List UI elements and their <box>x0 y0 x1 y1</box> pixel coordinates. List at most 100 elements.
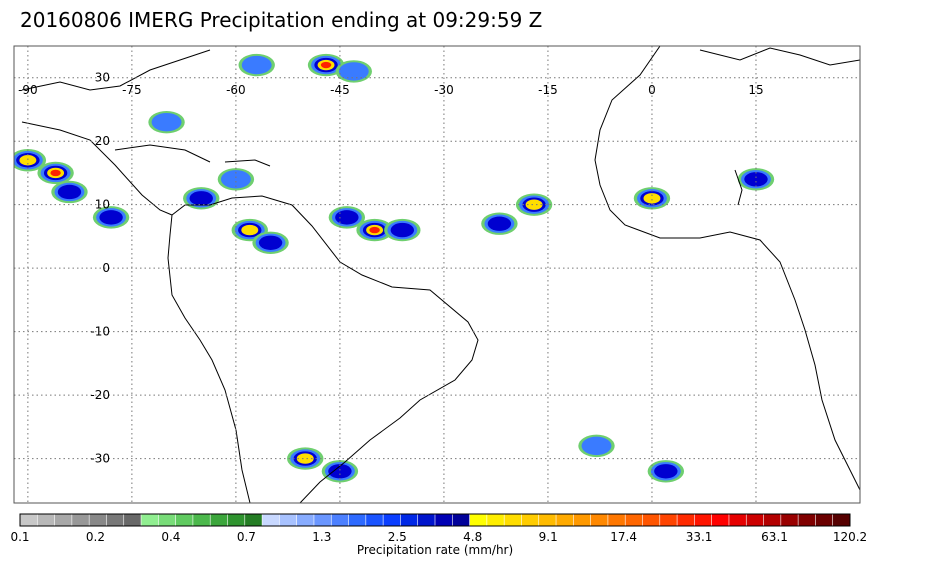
colorbar-swatch <box>19 513 39 527</box>
longitude-label: 0 <box>648 83 656 97</box>
colorbar-tick-label: 17.4 <box>610 530 637 544</box>
colorbar-swatch <box>573 513 592 527</box>
colorbar-tick-label: 63.1 <box>761 530 788 544</box>
colorbar-swatch <box>711 513 730 527</box>
precipitation-cell <box>241 55 272 75</box>
longitude-label: -90 <box>18 83 38 97</box>
latitude-label: 20 <box>95 134 110 148</box>
colorbar-swatch <box>607 513 627 527</box>
colorbar-tick-label: 120.2 <box>833 530 867 544</box>
longitude-label: -75 <box>122 83 142 97</box>
colorbar-swatch <box>555 513 575 527</box>
coastline-gulf <box>21 49 211 91</box>
longitude-label: 15 <box>748 83 763 97</box>
colorbar-swatch <box>192 513 212 527</box>
colorbar-swatch <box>521 513 540 527</box>
colorbar-swatch <box>158 513 177 527</box>
colorbar-swatch <box>694 513 713 527</box>
colorbar-swatch <box>244 513 263 527</box>
colorbar-swatch <box>590 513 609 527</box>
colorbar-swatch <box>815 513 834 527</box>
colorbar-swatch <box>175 513 194 527</box>
colorbar-swatch <box>797 513 817 527</box>
precipitation-cell <box>335 210 359 225</box>
precipitation-cell <box>57 184 82 200</box>
colorbar-swatch <box>261 513 281 527</box>
colorbar-swatches <box>19 513 851 527</box>
colorbar-swatch <box>503 513 523 527</box>
colorbar-swatch <box>745 513 765 527</box>
precipitation-cell <box>296 453 314 464</box>
colorbar-swatch <box>330 513 350 527</box>
longitude-label: -30 <box>434 83 454 97</box>
colorbar-swatch <box>659 513 678 527</box>
colorbar-tick-label: 0.1 <box>10 530 29 544</box>
colorbar-swatch <box>123 513 142 527</box>
precipitation-cell <box>654 464 678 479</box>
colorbar-tick-label: 0.7 <box>237 530 256 544</box>
colorbar-swatch <box>469 513 488 527</box>
colorbar-swatch <box>400 513 419 527</box>
precipitation-cell <box>525 199 543 210</box>
precipitation-cell <box>50 169 61 177</box>
precipitation-cell <box>328 464 352 479</box>
colorbar-swatch <box>832 513 851 527</box>
colorbar-label: Precipitation rate (mm/hr) <box>357 543 513 557</box>
colorbar-swatch <box>71 513 90 527</box>
colorbar-swatch <box>227 513 246 527</box>
graticule <box>14 46 860 503</box>
precipitation-cell <box>369 226 380 234</box>
colorbar-swatch <box>728 513 748 527</box>
colorbar-swatch <box>451 513 471 527</box>
coastline-lake-volta <box>734 169 743 206</box>
latitude-label: -30 <box>90 452 110 466</box>
colorbar-swatch <box>676 513 696 527</box>
colorbar-tick-label: 33.1 <box>686 530 713 544</box>
latitude-label: 0 <box>102 261 110 275</box>
precipitation-cell <box>19 155 37 166</box>
colorbar-swatch <box>538 513 557 527</box>
colorbar-tick-label: 4.8 <box>463 530 482 544</box>
colorbar-swatch <box>209 513 229 527</box>
colorbar-tick-label: 0.4 <box>161 530 180 544</box>
latitude-label: -20 <box>90 388 110 402</box>
colorbar-swatch <box>313 513 333 527</box>
colorbar-tick-label: 1.3 <box>312 530 331 544</box>
precipitation-cell <box>338 62 369 81</box>
coastline-cuba <box>114 144 211 163</box>
colorbar-swatch <box>54 513 73 527</box>
longitude-label: -15 <box>538 83 558 97</box>
colorbar-swatch <box>382 513 402 527</box>
coastline-central-america <box>21 121 173 216</box>
latitude-label: -10 <box>90 325 110 339</box>
colorbar-swatch <box>624 513 644 527</box>
precipitation-cell <box>258 235 283 250</box>
precipitation-cell <box>390 222 415 238</box>
colorbar-swatch <box>486 513 505 527</box>
colorbar-swatch <box>106 513 125 527</box>
precipitation-cell <box>99 210 123 225</box>
colorbar-swatch <box>642 513 661 527</box>
latitude-labels: 30 20 10 0 -10 -20 -30 <box>90 71 110 466</box>
precipitation-cell <box>487 216 512 231</box>
colorbar-tick-labels: 0.1 0.2 0.4 0.7 1.3 2.5 4.8 9.1 17.4 33.1 63.1 120.… <box>10 530 867 544</box>
colorbar-swatch <box>365 513 384 527</box>
colorbar-tick-label: 0.2 <box>86 530 105 544</box>
coastline-south-america <box>167 195 479 503</box>
precipitation-cell <box>241 224 259 236</box>
longitude-label: -45 <box>330 83 350 97</box>
precipitation-cell <box>320 61 332 69</box>
colorbar-swatch <box>296 513 315 527</box>
precipitation-layer <box>14 53 775 483</box>
colorbar-swatch <box>417 513 436 527</box>
precipitation-cell <box>744 172 768 187</box>
precipitation-cell <box>220 170 251 189</box>
precipitation-cell <box>643 193 661 204</box>
colorbar-swatch <box>434 513 454 527</box>
longitude-label: -60 <box>226 83 246 97</box>
coastline-africa <box>594 46 860 491</box>
map-title: 20160806 IMERG Precipitation ending at 0… <box>20 8 543 32</box>
colorbar-swatch <box>279 513 298 527</box>
colorbar-swatch <box>780 513 799 527</box>
